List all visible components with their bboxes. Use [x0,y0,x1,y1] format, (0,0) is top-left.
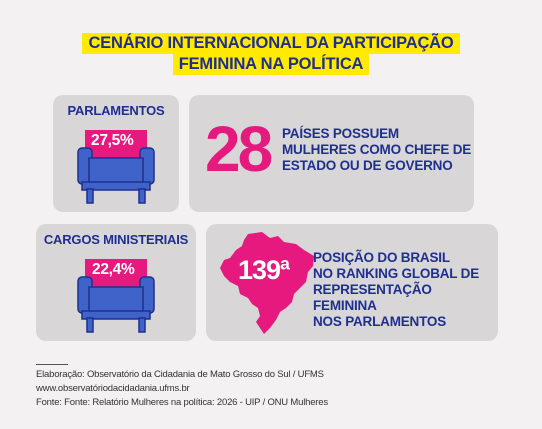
chefes-number: 28 [205,113,273,185]
parlamentos-label: PARLAMENTOS [67,103,165,118]
ministerios-card: CARGOS MINISTERIAIS 22,4% [36,224,196,341]
footer-divider [36,364,68,365]
footer-url[interactable]: www.observatóriodacidadania.ufms.br [36,383,190,394]
footer-credit: Elaboração: Observatório da Cidadania de… [36,369,324,380]
brasil-line-1: POSIÇÃO DO BRASIL [313,250,450,265]
footer-source: Fonte: Fonte: Relatório Mulheres na polí… [36,397,328,408]
brasil-card: 139ª POSIÇÃO DO BRASIL NO RANKING GLOBAL… [206,224,498,341]
brazil-map-icon [220,232,314,334]
armchair-icon [77,130,155,204]
ministerios-label: CARGOS MINISTERIAIS [43,232,189,247]
title-line-1: CENÁRIO INTERNACIONAL DA PARTICIPAÇÃO [82,33,460,54]
brasil-line-3: REPRESENTAÇÃO FEMININA [313,282,432,313]
brasil-description: POSIÇÃO DO BRASIL NO RANKING GLOBAL DE R… [313,250,498,330]
page-title: CENÁRIO INTERNACIONAL DA PARTICIPAÇÃO FE… [0,33,542,75]
brasil-rank: 139ª [238,255,290,285]
parlamentos-percent: 27,5% [91,132,134,149]
brasil-line-4: NOS PARLAMENTOS [313,314,447,329]
chefes-line-2: MULHERES COMO CHEFE DE [282,142,472,157]
chefes-card: 28 PAÍSES POSSUEM MULHERES COMO CHEFE DE… [189,95,474,212]
chefes-line-3: ESTADO OU DE GOVERNO [282,158,453,173]
parlamentos-card: PARLAMENTOS 27,5% [53,95,179,212]
ministerios-percent: 22,4% [92,261,135,278]
brasil-line-2: NO RANKING GLOBAL DE [313,266,480,281]
chefes-description: PAÍSES POSSUEM MULHERES COMO CHEFE DE ES… [282,126,471,174]
chefes-line-1: PAÍSES POSSUEM [282,126,399,141]
title-line-2: FEMININA NA POLÍTICA [172,54,370,75]
armchair-icon [77,259,155,333]
